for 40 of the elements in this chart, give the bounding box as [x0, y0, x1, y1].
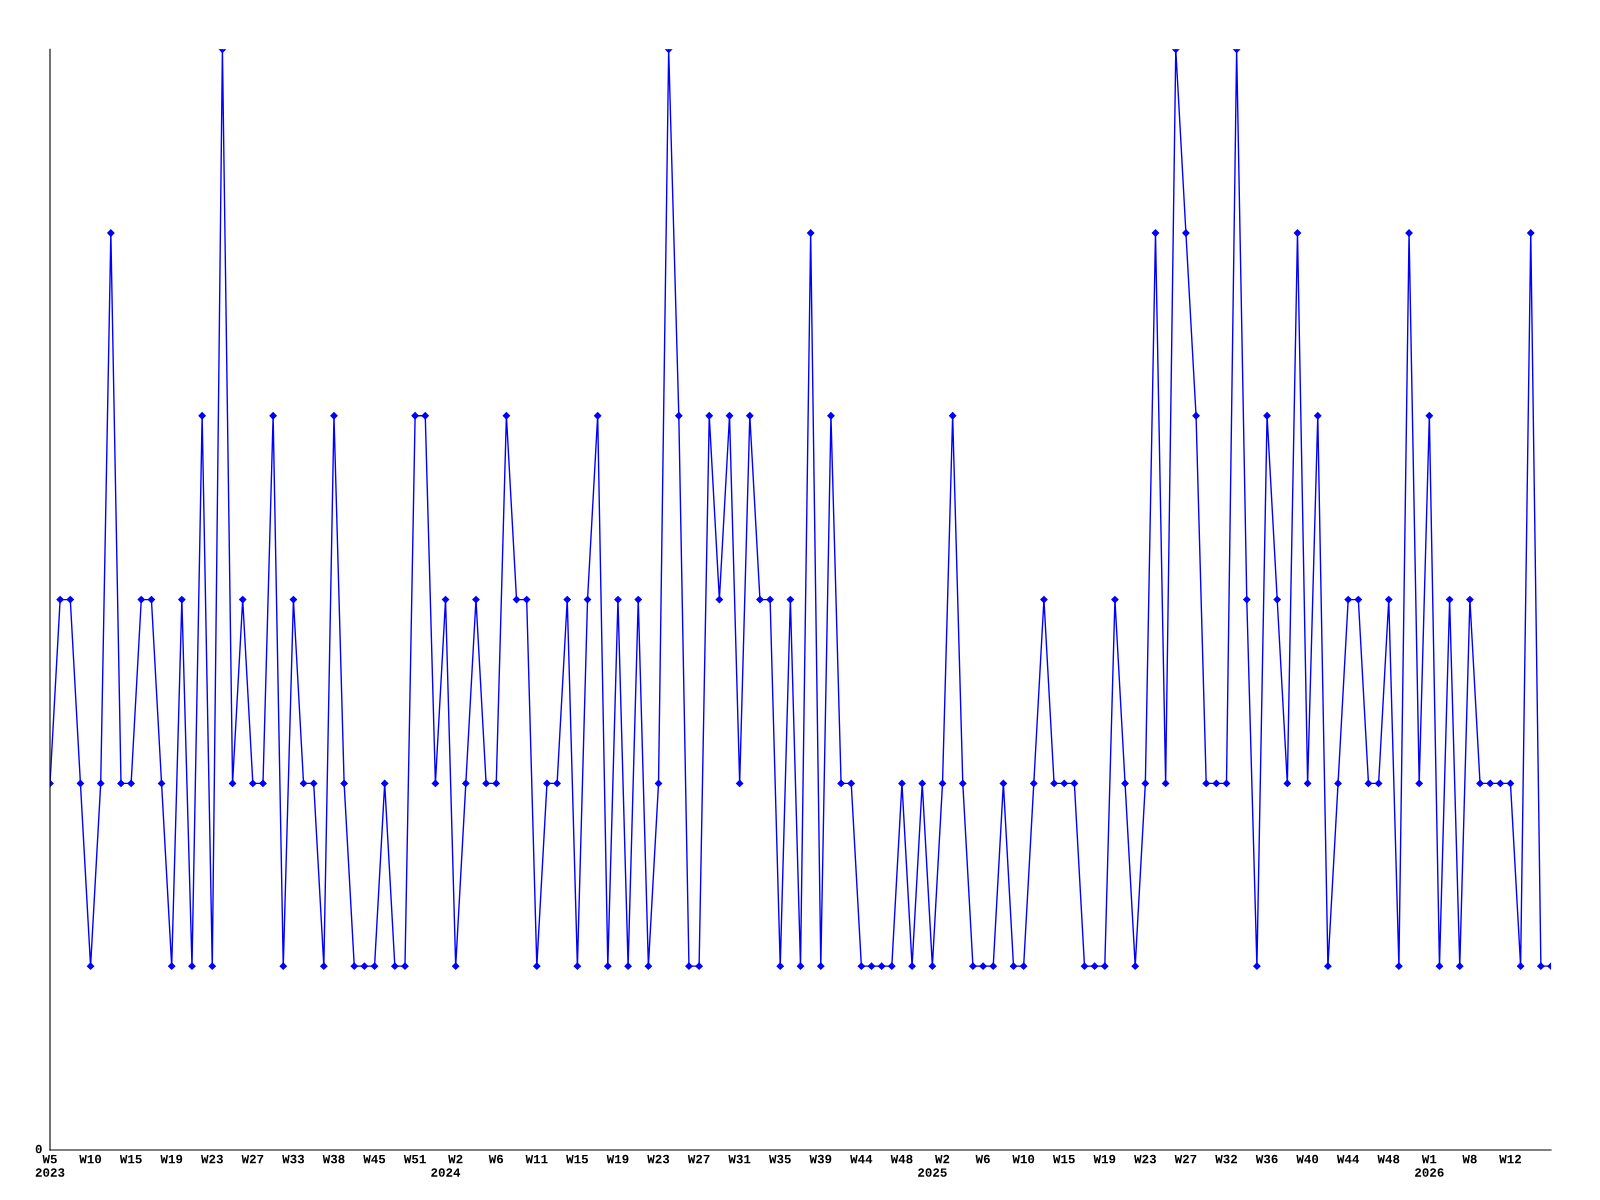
- x-tick-label: W11: [525, 1154, 548, 1164]
- x-tick-label: W45: [363, 1154, 386, 1164]
- x-tick-label: W23: [647, 1154, 670, 1164]
- x-tick-label: W44: [850, 1154, 873, 1164]
- x-tick-label: W33: [282, 1154, 305, 1164]
- x-tick-label: W27: [241, 1154, 264, 1164]
- x-tick-label: W27: [1174, 1154, 1197, 1164]
- x-tick-label: W32: [1215, 1154, 1238, 1164]
- x-tick-label: 2024: [431, 1168, 461, 1177]
- x-tick-label: W6: [975, 1154, 990, 1164]
- x-tick-label: W19: [1093, 1154, 1116, 1164]
- x-tick-label: W19: [606, 1154, 629, 1164]
- x-tick-label: W38: [322, 1154, 345, 1164]
- x-tick-label: W15: [1052, 1154, 1075, 1164]
- x-tick-label: W23: [201, 1154, 223, 1164]
- x-tick-label: W10: [1012, 1154, 1035, 1164]
- x-tick-label: W51: [403, 1154, 426, 1164]
- x-tick-label: W2: [935, 1154, 950, 1164]
- x-tick-label: W15: [566, 1154, 588, 1164]
- x-tick-label: W31: [728, 1154, 751, 1164]
- x-tick-label: W48: [1377, 1154, 1400, 1164]
- x-tick-label: W27: [687, 1154, 710, 1164]
- x-tick-label: W48: [890, 1154, 913, 1164]
- x-tick-label: W35: [768, 1154, 791, 1164]
- x-tick-label: W10: [79, 1154, 102, 1164]
- x-tick-label: 2025: [918, 1168, 947, 1177]
- x-tick-label: W39: [809, 1154, 832, 1164]
- x-tick-label: W8: [1462, 1154, 1477, 1164]
- x-tick-label: W15: [119, 1154, 142, 1164]
- x-tick-label: W36: [1255, 1154, 1278, 1164]
- x-tick-label: W1 2026: [1415, 1154, 1444, 1177]
- text: 0: [35, 1144, 42, 1154]
- x-tick-label: W44: [1336, 1154, 1360, 1164]
- x-tick-label: W40: [1296, 1154, 1319, 1164]
- x-tick-label: W6: [488, 1154, 504, 1164]
- x-tick-label: W5 2023: [35, 1154, 65, 1177]
- x-tick-label: W2: [448, 1154, 463, 1164]
- x-tick-label: W19: [160, 1154, 183, 1164]
- x-tick-label: W23: [1134, 1154, 1156, 1164]
- x-tick-label: W12: [1499, 1154, 1521, 1164]
